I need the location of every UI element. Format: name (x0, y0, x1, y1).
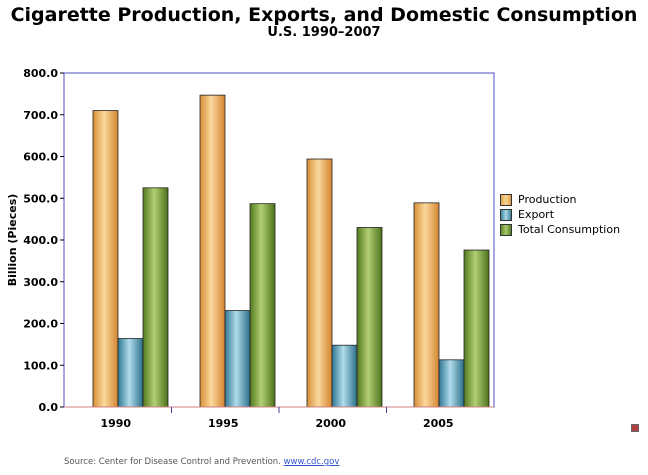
bar-production-1995 (199, 94, 226, 408)
bar-total-consumption-1990 (142, 187, 169, 408)
bar-export-1995 (224, 310, 251, 408)
bar-production-2000 (306, 158, 333, 408)
legend: Production Export Total Consumption (500, 192, 620, 237)
y-tick-label: 100.0 (23, 359, 58, 372)
bar-export-2005 (438, 359, 465, 408)
bar-export-2000 (331, 344, 358, 408)
legend-swatch-total-consumption (500, 223, 512, 236)
bar-total-consumption-2005 (463, 249, 490, 408)
y-tick-label: 0.0 (39, 401, 59, 414)
x-axis: 1990 1995 2000 2005 (64, 406, 494, 430)
bar-production-2005 (413, 202, 440, 408)
y-axis-label: Billion (Pieces) (6, 194, 19, 287)
source-link[interactable]: www.cdc.gov (283, 457, 340, 467)
y-tick-label: 500.0 (23, 192, 58, 205)
y-tick-label: 400.0 (23, 234, 58, 247)
chart-title: Cigarette Production, Exports, and Domes… (10, 4, 638, 26)
export-icon[interactable] (631, 424, 639, 432)
legend-label-export: Export (518, 208, 555, 221)
chart-subtitle: U.S. 1990–2007 (267, 25, 381, 40)
bars-group (92, 94, 490, 408)
x-tick-label: 1990 (100, 417, 131, 430)
source-note: Source: Center for Disease Control and P… (64, 457, 339, 467)
legend-swatch-export (500, 208, 512, 221)
source-text: Source: Center for Disease Control and P… (64, 457, 281, 467)
legend-item-export: Export (500, 207, 620, 222)
x-tick-label: 1995 (208, 417, 239, 430)
bar-total-consumption-1995 (249, 203, 276, 408)
y-tick-label: 300.0 (23, 276, 58, 289)
bar-total-consumption-2000 (356, 227, 383, 408)
legend-label-total-consumption: Total Consumption (518, 223, 621, 236)
y-axis: 0.0 100.0 200.0 300.0 400.0 500.0 600.0 700.0 80… (23, 67, 64, 414)
y-tick-label: 700.0 (23, 109, 58, 122)
bar-production-1990 (92, 110, 119, 408)
y-tick-label: 200.0 (23, 318, 58, 331)
y-tick-label: 600.0 (23, 151, 58, 164)
bar-export-1990 (117, 338, 144, 408)
legend-swatch-production (500, 193, 512, 206)
y-tick-label: 800.0 (23, 67, 58, 80)
legend-label-production: Production (518, 193, 577, 206)
x-tick-label: 2005 (423, 417, 454, 430)
legend-item-total-consumption: Total Consumption (500, 222, 620, 237)
legend-item-production: Production (500, 192, 620, 207)
x-tick-label: 2000 (315, 417, 346, 430)
